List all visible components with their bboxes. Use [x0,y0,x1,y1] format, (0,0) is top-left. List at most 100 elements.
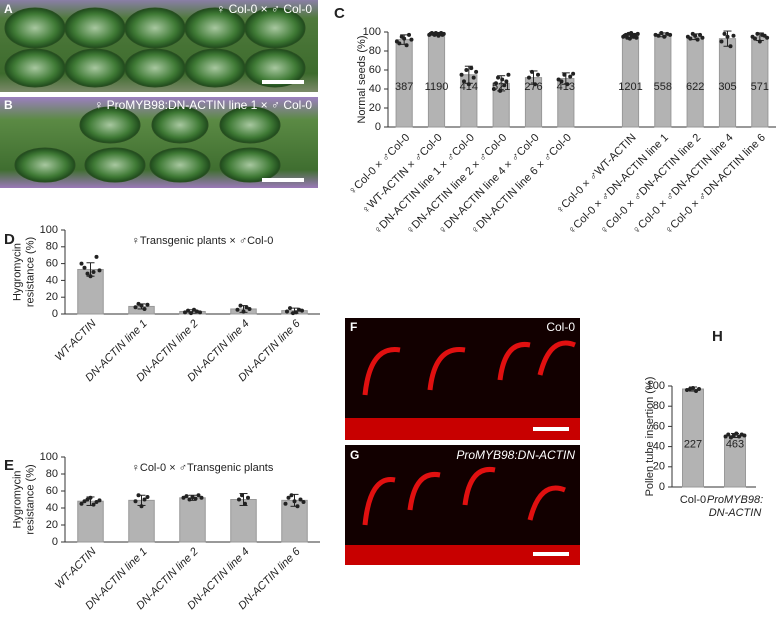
data-point [91,502,96,507]
image-g [345,445,580,565]
y-tick-label: 40 [46,502,58,514]
y-tick-label: 20 [46,291,58,303]
data-point [685,388,689,393]
data-point [506,72,511,77]
data-point [662,34,667,39]
data-point [85,497,90,502]
data-point [195,309,199,314]
y-tick-label: 40 [46,274,58,286]
data-point [562,72,567,77]
data-point [407,32,412,37]
data-point [189,311,193,316]
y-axis-label: resistance (%) [24,464,36,534]
data-point [193,496,198,501]
data-point [297,307,301,312]
data-point [184,494,189,499]
y-tick-label: 40 [369,83,381,95]
data-point [691,386,695,391]
data-point [97,268,102,273]
data-point [235,307,240,312]
panel-label: F [350,320,357,334]
y-tick-label: 60 [653,420,665,432]
data-point [88,274,93,279]
y-axis-label: Hygromycin [11,243,23,301]
x-tick-label: DN-ACTIN [709,507,762,519]
image-caption: ♀ ProMYB98:DN-ACTIN line 1 × ♂ Col-0 [94,98,312,112]
data-point [752,36,757,41]
data-point [404,43,409,48]
panel-label: A [4,2,13,16]
n-label: 413 [557,81,575,93]
bar [77,500,104,543]
image-caption: Col-0 [546,320,575,334]
x-tick-label: Col-0 [680,494,706,506]
data-point [196,493,201,498]
data-point [725,34,730,39]
data-point [82,265,87,270]
n-label: 463 [726,438,744,450]
n-label: 387 [395,81,413,93]
y-axis-label: Pollen tube insertion (%) [644,377,656,497]
panel-label: B [4,98,13,112]
data-point [742,433,747,438]
y-tick-label: 100 [647,380,665,392]
data-point [504,79,509,84]
y-tick-label: 80 [653,400,665,412]
data-point [441,31,446,36]
data-point [136,301,141,306]
data-point [139,504,144,509]
n-label: 305 [718,81,736,93]
data-point [298,497,303,502]
x-tick-label: WT-ACTIN [53,546,99,592]
y-tick-label: 0 [52,308,58,320]
image-caption: ProMYB98:DN-ACTIN [456,448,575,462]
bar [281,499,308,543]
y-axis-label: Normal seeds (%) [356,35,368,123]
data-point [656,33,661,38]
y-tick-label: 60 [369,64,381,76]
data-point [734,431,739,436]
data-point [474,69,479,74]
data-point [568,74,573,79]
y-tick-label: 80 [369,45,381,57]
data-point [559,79,564,84]
y-tick-label: 80 [46,468,58,480]
data-point [241,309,246,314]
data-point [285,309,289,314]
data-point [469,66,474,71]
data-point [726,432,731,437]
data-point [79,501,84,506]
data-point [187,497,192,502]
data-point [133,305,138,310]
data-point [181,495,186,500]
data-point [192,307,196,312]
data-point [295,504,300,509]
data-point [94,254,99,259]
y-tick-label: 100 [363,26,381,38]
data-point [688,387,692,392]
data-point [498,88,503,93]
y-tick-label: 20 [369,102,381,114]
data-point [461,79,466,84]
data-point [755,31,760,36]
data-point [82,499,87,504]
n-label: 521 [492,81,510,93]
data-point [697,387,701,392]
data-point [294,310,298,315]
n-label: 227 [684,438,702,450]
data-point [286,495,291,500]
data-point [496,75,501,80]
data-point [198,310,202,315]
data-point [493,81,498,86]
annotation: ♀Transgenic plants × ♂Col-0 [132,235,274,247]
data-point [491,87,496,91]
data-point [79,261,84,266]
x-tick-label: WT-ACTIN [53,318,99,364]
data-point [668,32,673,37]
data-point [186,308,190,313]
data-point [244,305,249,310]
data-point [402,36,407,41]
data-point [237,497,241,502]
y-axis-label: resistance (%) [24,237,36,307]
bar [230,499,257,543]
